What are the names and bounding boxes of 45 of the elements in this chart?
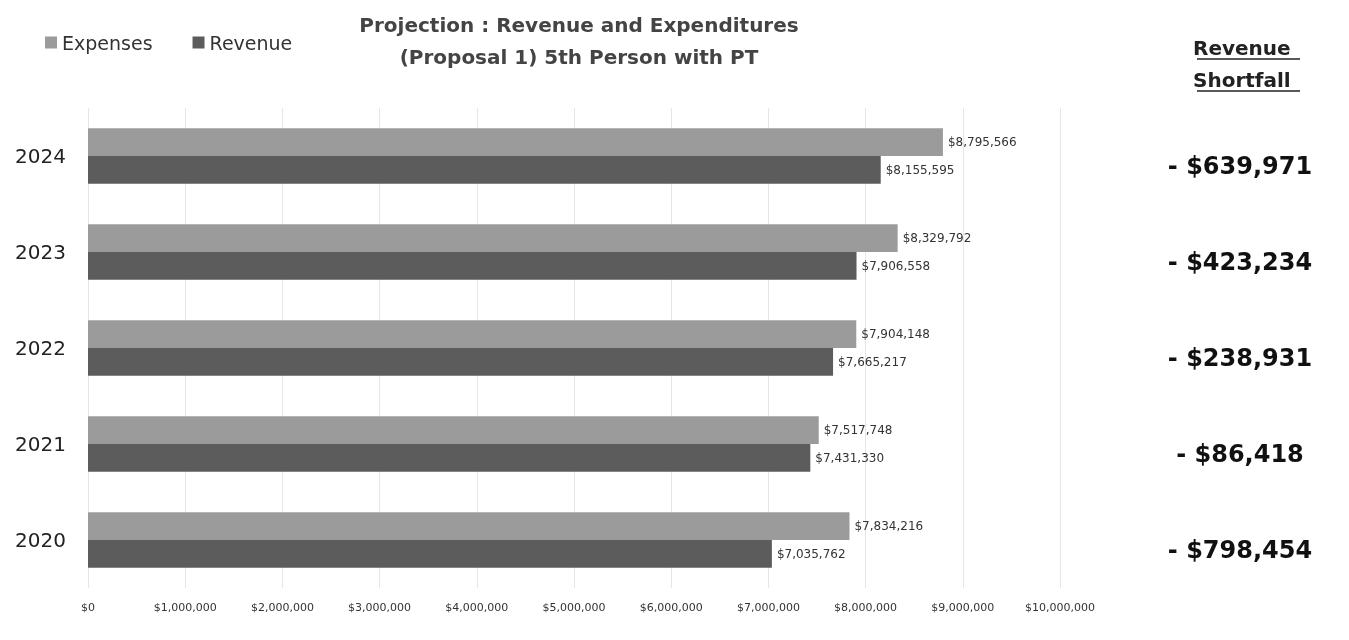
y-tick-label: 2022	[15, 336, 66, 360]
bar	[88, 224, 898, 252]
data-label: $7,517,748	[823, 423, 893, 438]
data-label: $7,904,148	[861, 327, 930, 342]
bar	[88, 540, 772, 568]
y-tick-label: 2024	[15, 144, 66, 168]
text: - $423,234	[1167, 248, 1313, 276]
chart-title: Projection : Revenue and Expenditures (Proposal 1) 5th Person with PT	[359, 13, 799, 69]
x-tick-label: $6,000,000	[639, 601, 703, 614]
x-tick-label: $0	[81, 601, 95, 614]
bar	[88, 416, 819, 444]
x-tick-label: $3,000,000	[348, 601, 412, 614]
y-tick-label: 2021	[15, 432, 66, 456]
text: - $798,454	[1167, 536, 1313, 564]
data-label: $8,155,595	[885, 162, 955, 177]
legend-label: Expenses	[62, 31, 153, 54]
data-label: $7,035,762	[776, 546, 846, 561]
bar	[88, 252, 857, 280]
text: - $86,418	[1176, 440, 1304, 468]
bar	[88, 320, 857, 348]
y-tick-label: 2020	[15, 528, 66, 552]
x-tick-label: $10,000,000	[1025, 601, 1095, 614]
bar	[88, 156, 881, 184]
data-label: $8,329,792	[902, 231, 972, 246]
x-tick-label: $8,000,000	[834, 601, 898, 614]
text: Revenue Shortfall	[1193, 36, 1298, 92]
x-tick-label: $5,000,000	[542, 601, 606, 614]
bar	[88, 128, 943, 156]
data-label: $7,665,217	[838, 354, 907, 369]
x-tick-label: $2,000,000	[250, 601, 314, 614]
text: - $238,931	[1167, 344, 1313, 372]
text: - $639,971	[1167, 152, 1313, 180]
x-tick-label: $4,000,000	[445, 601, 509, 614]
bar	[88, 444, 811, 472]
data-label: $7,834,216	[854, 519, 924, 534]
bar	[88, 512, 850, 540]
data-label: $7,906,558	[861, 258, 931, 273]
data-label: $7,431,330	[815, 450, 885, 465]
bar	[88, 348, 834, 376]
y-tick-label: 2023	[15, 240, 66, 264]
x-tick-label: $1,000,000	[153, 601, 217, 614]
legend-label: Revenue	[209, 31, 293, 54]
x-tick-label: $9,000,000	[931, 601, 995, 614]
data-label: $8,795,566	[947, 135, 1017, 150]
x-tick-label: $7,000,000	[736, 601, 800, 614]
